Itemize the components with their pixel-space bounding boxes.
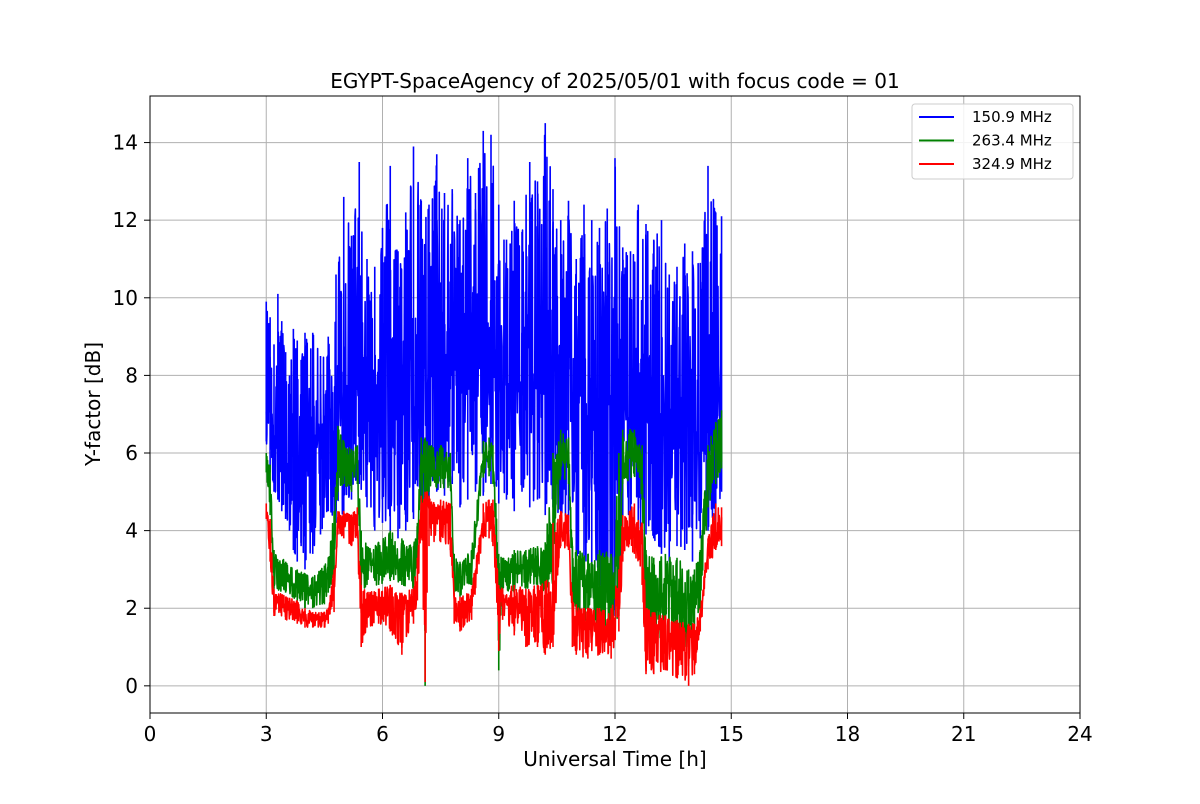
legend-label: 324.9 MHz — [972, 155, 1052, 173]
x-tick-label: 18 — [835, 722, 860, 746]
x-tick-label: 24 — [1067, 722, 1092, 746]
x-tick-label: 12 — [602, 722, 627, 746]
legend: 150.9 MHz 263.4 MHz 324.9 MHz — [911, 103, 1074, 180]
y-tick-label: 4 — [125, 519, 138, 543]
x-axis-label: Universal Time [h] — [523, 747, 706, 771]
x-tick-label: 6 — [376, 722, 389, 746]
y-tick-label: 12 — [113, 208, 138, 232]
y-axis-label: Y-factor [dB] — [81, 342, 105, 467]
series-group — [265, 123, 723, 686]
y-tick-label: 0 — [125, 674, 138, 698]
y-tick-label: 6 — [125, 441, 138, 465]
legend-box — [911, 103, 1074, 180]
y-tick-label: 10 — [113, 286, 138, 310]
x-tick-label: 9 — [492, 722, 505, 746]
series-3 — [265, 491, 723, 686]
y-tick-label: 8 — [125, 363, 138, 387]
x-tick-label: 15 — [719, 722, 744, 746]
x-tick-label: 21 — [951, 722, 976, 746]
chart-title: EGYPT-SpaceAgency of 2025/05/01 with foc… — [330, 69, 899, 93]
y-tick-label: 14 — [113, 131, 138, 155]
legend-label: 150.9 MHz — [972, 108, 1052, 126]
y-tick-label: 2 — [125, 596, 138, 620]
x-tick-label: 0 — [144, 722, 157, 746]
legend-label: 263.4 MHz — [972, 132, 1052, 150]
x-tick-label: 3 — [260, 722, 273, 746]
